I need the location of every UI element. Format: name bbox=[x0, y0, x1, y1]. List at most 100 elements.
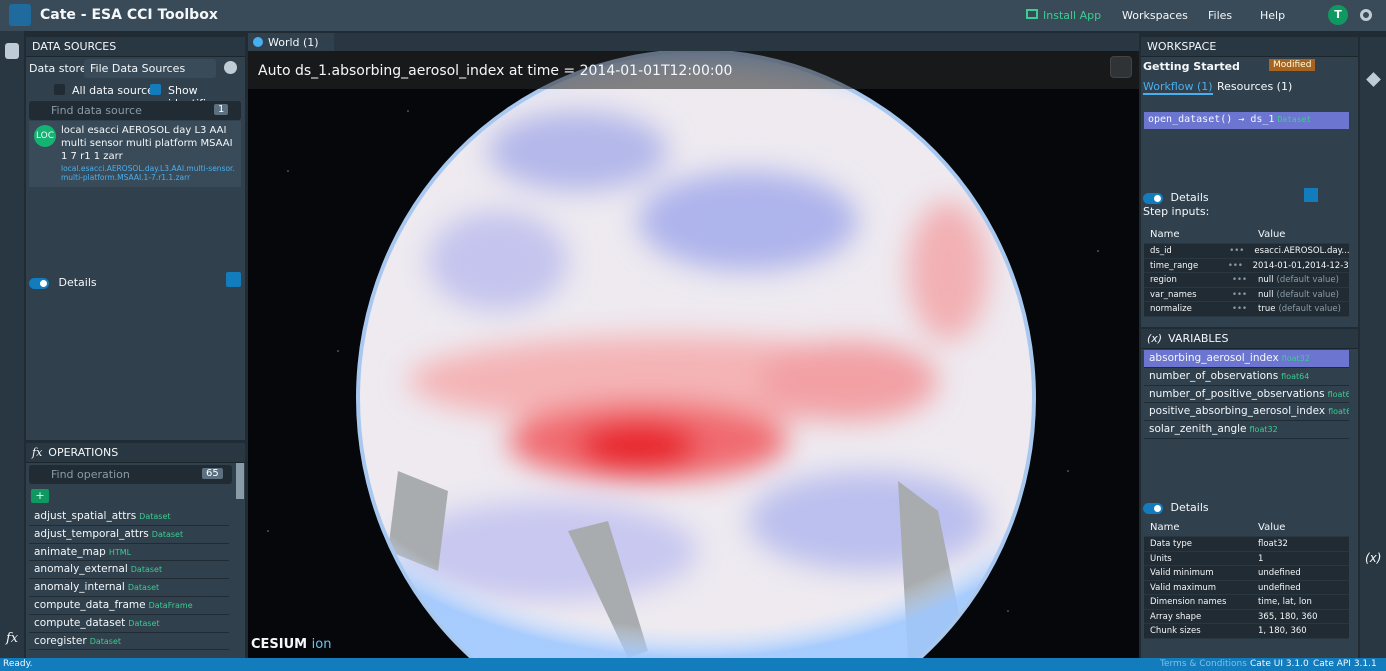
op-item[interactable]: compute_dataset Dataset bbox=[29, 615, 229, 633]
all-checkbox[interactable] bbox=[54, 84, 65, 95]
attr-name: Array shape bbox=[1150, 611, 1202, 622]
details-toggle[interactable] bbox=[29, 277, 49, 289]
table-row: normalize ••• true (default value) bbox=[1144, 302, 1349, 317]
variable-type: float64 bbox=[1281, 371, 1310, 381]
resources-tab[interactable]: Resources (1) bbox=[1217, 80, 1293, 93]
details-toggle[interactable] bbox=[1143, 192, 1163, 204]
terms-link[interactable]: Terms & Conditions bbox=[1160, 659, 1247, 669]
value-text: true bbox=[1258, 304, 1276, 314]
install-button[interactable]: Install App bbox=[1043, 9, 1102, 22]
menu-workspaces[interactable]: Workspaces bbox=[1122, 9, 1188, 22]
ds-item[interactable]: LOC local esacci AEROSOL day L3 AAI mult… bbox=[29, 121, 241, 187]
column-header: Value bbox=[1258, 522, 1286, 533]
ops-header-icon: fx bbox=[32, 446, 43, 459]
menu-help[interactable]: Help bbox=[1260, 9, 1286, 22]
op-item[interactable]: anomaly_external Dataset bbox=[29, 561, 229, 580]
datasource-icon[interactable] bbox=[5, 43, 19, 59]
panel-header: VARIABLES bbox=[1168, 332, 1229, 345]
variable-item[interactable]: number_of_observations float64 bbox=[1144, 368, 1349, 386]
op-tag: Dataset bbox=[139, 512, 171, 521]
variable-name: number_of_positive_observations bbox=[1149, 387, 1325, 400]
table-row: region ••• null (default value) bbox=[1144, 273, 1349, 288]
value-text: esacci.AEROSOL.day.... bbox=[1254, 246, 1349, 256]
table-row: ds_id ••• esacci.AEROSOL.day.... bbox=[1144, 244, 1349, 259]
step-item[interactable]: open_dataset() → ds_1 Dataset bbox=[1144, 112, 1349, 129]
op-item[interactable]: coregister Dataset bbox=[29, 633, 229, 651]
details-toggle[interactable] bbox=[1143, 502, 1163, 514]
globe-icon bbox=[253, 37, 263, 47]
caption-band bbox=[248, 51, 1139, 89]
logo-suffix: ion bbox=[311, 637, 332, 652]
input-name: var_names bbox=[1150, 289, 1197, 300]
add-op-button[interactable]: + bbox=[31, 489, 49, 503]
panel-header: OPERATIONS bbox=[48, 446, 119, 459]
variable-name: positive_absorbing_aerosol_index bbox=[1149, 405, 1326, 418]
input-value: 2014-01-01,2014-12-31 bbox=[1253, 259, 1349, 273]
more-button[interactable]: ••• bbox=[1227, 260, 1243, 271]
settings-icon[interactable] bbox=[1360, 9, 1372, 21]
ops-icon[interactable]: fx bbox=[6, 631, 19, 646]
variable-name: solar_zenith_angle bbox=[1149, 423, 1247, 436]
table-row: Valid minimum undefined bbox=[1144, 566, 1349, 581]
op-name: compute_data_frame bbox=[34, 598, 146, 611]
variable-type: float32 bbox=[1249, 425, 1278, 435]
globe-button[interactable] bbox=[1110, 56, 1132, 78]
more-button[interactable]: ••• bbox=[1232, 304, 1248, 314]
view-caption: Auto ds_1.absorbing_aerosol_index at tim… bbox=[258, 63, 733, 79]
op-item[interactable]: animate_map HTML bbox=[29, 544, 229, 562]
input-name: normalize bbox=[1150, 304, 1192, 314]
column-header: Name bbox=[1150, 229, 1180, 240]
details-label: Details bbox=[1170, 501, 1209, 514]
app-logo bbox=[9, 4, 31, 26]
variable-item[interactable]: positive_absorbing_aerosol_indexfloat640 bbox=[1144, 403, 1349, 422]
vars-icon: (x) bbox=[1147, 332, 1163, 345]
variable-item[interactable]: solar_zenith_angle float32 bbox=[1144, 421, 1349, 439]
world-tab[interactable]: World (1) bbox=[248, 33, 334, 51]
value-note: (default value) bbox=[1276, 289, 1339, 300]
ids-checkbox[interactable] bbox=[150, 84, 161, 95]
op-item[interactable]: anomaly_internal Dataset bbox=[29, 579, 229, 597]
store-select[interactable]: File Data Sources bbox=[84, 59, 216, 78]
variable-item[interactable]: absorbing_aerosol_index float32 bbox=[1144, 350, 1349, 368]
op-filter[interactable]: Find operation bbox=[29, 465, 232, 484]
column-header: Name bbox=[1150, 522, 1180, 533]
op-tag: Dataset bbox=[151, 529, 184, 539]
op-list: adjust_spatial_attrs Dataset adjust_tempor… bbox=[29, 508, 229, 651]
ds-filter[interactable]: Find data source bbox=[29, 101, 241, 120]
add-ds-icon[interactable] bbox=[226, 272, 241, 287]
right-strip: (x) bbox=[1360, 37, 1386, 658]
variable-item[interactable]: number_of_positive_observationsfloat640 bbox=[1144, 386, 1349, 404]
op-item[interactable]: adjust_temporal_attrs Dataset bbox=[29, 526, 229, 544]
value-text: null bbox=[1258, 275, 1274, 285]
help-icon[interactable] bbox=[224, 61, 237, 74]
menu-files[interactable]: Files bbox=[1208, 9, 1233, 22]
more-button[interactable]: ••• bbox=[1232, 289, 1248, 300]
table-row: Data type float32 bbox=[1144, 537, 1349, 552]
step-tag: Dataset bbox=[1277, 115, 1312, 124]
op-tag: Dataset bbox=[130, 565, 163, 575]
user-avatar[interactable]: T bbox=[1328, 5, 1348, 25]
vars-strip-icon[interactable]: (x) bbox=[1365, 551, 1382, 565]
op-item[interactable]: compute_data_frame DataFrame bbox=[29, 597, 229, 615]
ui-version: Cate UI 3.1.0 bbox=[1250, 659, 1309, 669]
table-row: time_range ••• 2014-01-01,2014-12-31 bbox=[1144, 259, 1349, 273]
more-button[interactable]: ••• bbox=[1229, 246, 1245, 256]
more-button[interactable]: ••• bbox=[1232, 275, 1248, 285]
top-bar: Cate - ESA CCI Toolbox Install App Works… bbox=[0, 0, 1386, 31]
op-name: adjust_temporal_attrs bbox=[34, 527, 149, 540]
api-version: Cate API 3.1.1 bbox=[1313, 659, 1377, 669]
layers-icon[interactable] bbox=[1366, 72, 1381, 87]
variable-name: absorbing_aerosol_index bbox=[1149, 352, 1279, 364]
workspace-panel: WORKSPACE Getting Started Modified Workf… bbox=[1141, 37, 1358, 327]
workflow-tab[interactable]: Workflow (1) bbox=[1143, 80, 1213, 95]
edit-icon[interactable] bbox=[1304, 188, 1318, 202]
attr-value: 1 bbox=[1258, 553, 1264, 564]
variable-name: number_of_observations bbox=[1149, 369, 1279, 382]
ds-title: local esacci AEROSOL day L3 AAI multi se… bbox=[61, 125, 233, 162]
op-item[interactable]: adjust_spatial_attrs Dataset bbox=[29, 508, 229, 526]
globe-canvas bbox=[267, 51, 1099, 658]
op-name: compute_dataset bbox=[34, 616, 126, 629]
table-header: Name Value bbox=[1144, 226, 1349, 244]
input-name: region bbox=[1150, 275, 1177, 285]
